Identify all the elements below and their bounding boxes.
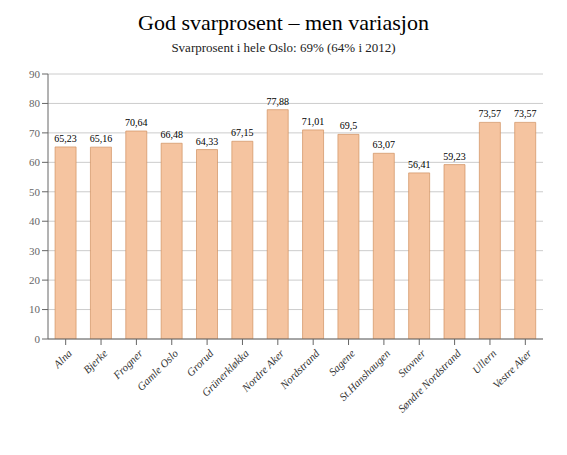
svg-text:Nordre Aker: Nordre Aker (239, 346, 287, 394)
svg-text:73,57: 73,57 (514, 108, 537, 119)
svg-text:80: 80 (29, 97, 41, 109)
svg-text:64,33: 64,33 (196, 136, 219, 147)
svg-text:Ullern: Ullern (470, 347, 499, 376)
svg-text:56,41: 56,41 (408, 159, 431, 170)
svg-text:30: 30 (29, 245, 41, 257)
svg-text:70,64: 70,64 (125, 117, 148, 128)
svg-text:70: 70 (29, 127, 41, 139)
svg-text:Vestre Aker: Vestre Aker (490, 346, 534, 390)
svg-text:St.Hanshaugen: St.Hanshaugen (337, 347, 393, 403)
svg-text:Sagene: Sagene (326, 347, 357, 378)
svg-text:59,23: 59,23 (443, 151, 466, 162)
svg-text:60: 60 (29, 156, 41, 168)
html-text:Svarprosent i hele Oslo: 69% (: Svarprosent i hele Oslo: 69% (64% i 2012… (171, 40, 396, 55)
svg-text:50: 50 (29, 186, 41, 198)
svg-text:63,07: 63,07 (373, 139, 396, 150)
svg-text:Søndre Nordstrand: Søndre Nordstrand (395, 347, 463, 415)
svg-text:Gamle Oslo: Gamle Oslo (134, 347, 180, 393)
svg-text:0: 0 (35, 333, 41, 345)
svg-text:20: 20 (29, 274, 41, 286)
svg-text:Bjerke: Bjerke (81, 347, 110, 376)
svg-text:Stovner: Stovner (395, 346, 428, 379)
svg-text:Grorud: Grorud (184, 347, 216, 379)
html-text:God svarprosent – men variasjo: God svarprosent – men variasjon (138, 10, 429, 35)
svg-text:Alna: Alna (50, 347, 74, 371)
svg-text:Grünerkløkka: Grünerkløkka (199, 347, 251, 399)
svg-text:40: 40 (29, 215, 41, 227)
svg-text:73,57: 73,57 (479, 108, 502, 119)
svg-text:77,88: 77,88 (266, 96, 289, 107)
svg-text:71,01: 71,01 (302, 116, 325, 127)
svg-text:66,48: 66,48 (160, 129, 183, 140)
svg-text:Nordstrand: Nordstrand (277, 347, 322, 392)
svg-text:90: 90 (29, 68, 41, 80)
svg-text:69,5: 69,5 (340, 120, 358, 131)
svg-text:65,23: 65,23 (54, 133, 77, 144)
svg-text:Frogner: Frogner (110, 346, 145, 381)
svg-text:67,15: 67,15 (231, 127, 254, 138)
svg-text:65,16: 65,16 (90, 133, 113, 144)
svg-text:10: 10 (29, 303, 41, 315)
